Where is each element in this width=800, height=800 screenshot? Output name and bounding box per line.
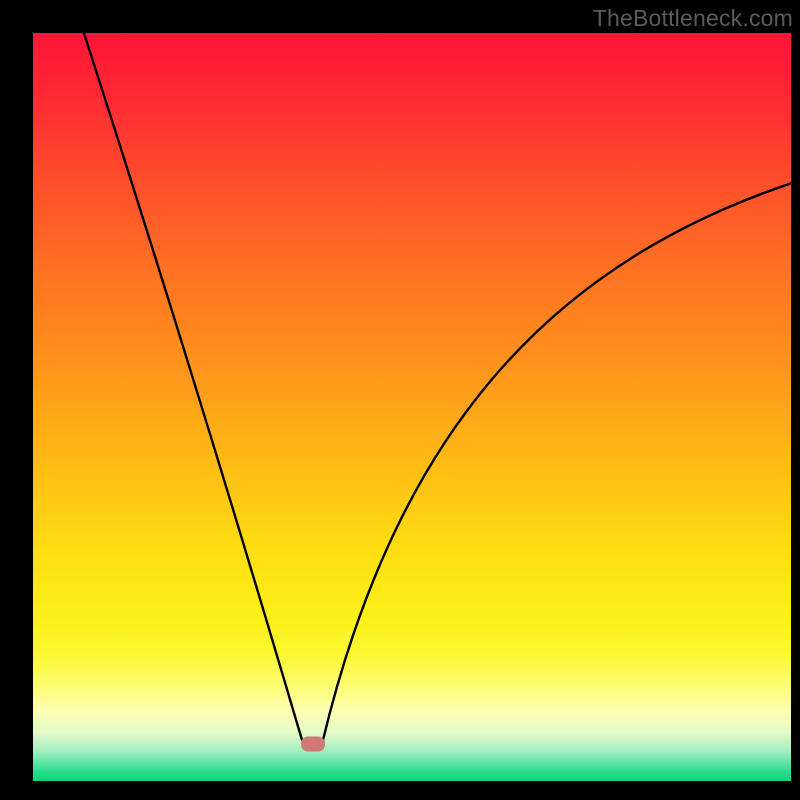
watermark-text: TheBottleneck.com <box>593 5 793 32</box>
bottleneck-chart <box>0 0 800 800</box>
chart-container <box>0 0 800 800</box>
optimal-point-marker <box>301 737 325 752</box>
plot-background-gradient <box>33 33 791 781</box>
